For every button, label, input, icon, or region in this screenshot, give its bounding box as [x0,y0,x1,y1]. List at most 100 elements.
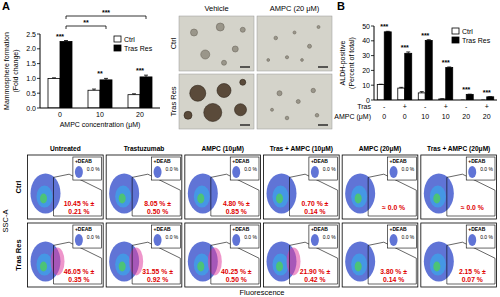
x-row-value: 0 [403,113,407,120]
flow-plot [106,223,182,287]
bar [100,80,112,108]
aldh-positive-population [129,247,143,275]
cell-population-core [430,254,446,276]
deab-inset [152,225,181,248]
mammosphere [296,100,300,104]
significance: *** [442,59,450,66]
deab-value: 0.0 % [480,234,493,240]
column-label: Trastuzumab [124,145,165,152]
gate [211,242,259,284]
aldh-positive-population [208,247,222,275]
plot-area [48,41,152,108]
bar [425,40,432,100]
cell-population [345,241,375,281]
percent-label: 0.07 % [462,276,483,283]
flow-plot [28,155,104,219]
deab-inset [73,225,102,248]
scale-bar [318,66,328,67]
y-tick-label: 50 [362,23,370,30]
percent-label: 0.35 % [68,276,89,283]
legend-swatch [452,28,459,34]
error-bar [104,78,108,79]
deab-inset [309,225,338,248]
deab-label: +DEAB [154,158,171,164]
bar [418,93,425,100]
deab-inset [466,225,495,248]
x-row-value: + [485,103,489,110]
x-row-label: AMPC (μM) [334,113,371,121]
deab-label: +DEAB [154,226,171,232]
mammosphere [232,46,238,52]
bar [466,94,473,100]
y-axis-label: (Percent of total) [348,37,356,89]
percent-label: 40.25 % ± [221,268,252,275]
x-row-value: - [424,103,427,110]
figure: AMammosphere formation(Fold change)0.00.… [0,0,500,297]
gate [54,174,102,216]
gate [290,242,338,284]
gate [54,242,102,284]
bracket-label: ** [83,19,89,26]
significance: *** [401,44,409,51]
x-row-value: 10 [421,113,429,120]
deab-inset [388,225,417,248]
row-label: Tras Res [169,86,178,116]
legend-swatch [114,36,121,42]
percent-label: ≈ 0.0 % [382,204,405,211]
deab-inset [73,157,102,180]
percent-label: 0.21 % [68,208,89,215]
flow-plot [264,223,340,287]
bar [377,85,384,100]
deab-value: 0.0 % [87,166,100,172]
percent-label: 4.80 % ± [223,200,250,207]
percent-label: 0.92 % [147,276,168,283]
micrograph [257,16,332,71]
deab-value: 0.0 % [323,234,336,240]
deab-label: +DEAB [75,226,92,232]
error-bar [144,75,148,77]
error-bar [447,66,451,68]
y-tick-label: 1.5 [26,60,36,67]
x-tick-label: 10 [96,111,104,118]
gate [447,242,495,284]
percent-label: 10.45 % ± [64,200,95,207]
cell-population-core [355,194,362,204]
significance: ** [97,70,103,77]
deab-inset [230,225,259,248]
y-tick-label: 20 [362,67,370,74]
gate [132,242,180,284]
y-axis-label: ALDH-positive [339,41,347,86]
significance: *** [380,23,388,30]
cell-population-core [355,262,362,272]
deab-population [75,166,83,178]
legend-label: Ctrl [462,28,473,35]
mammosphere [317,26,320,29]
error-bar [132,93,136,95]
deab-population [390,166,398,178]
deab-value: 0.0 % [480,166,493,172]
cell-population-core [119,194,126,204]
aldh-positive-population [287,247,301,275]
bar [398,88,405,100]
panel-label: B [337,0,345,12]
deab-population [311,234,319,246]
legend-label: Tras Res [462,37,491,44]
gate [290,174,338,216]
row-label: Tras Res [14,239,23,270]
cell-population-core [197,262,204,272]
column-label: Untreated [50,145,81,152]
percent-label: 0.70 % ± [302,200,329,207]
mammosphere [201,50,210,59]
bar [405,53,412,100]
column-label: AMPC (20μM) [359,145,402,153]
error-bar [420,92,424,93]
deab-label: +DEAB [232,226,249,232]
plot-area [377,31,493,100]
cell-population-core [197,194,204,204]
cell-population-core [194,254,210,276]
x-row-label: Tras [357,103,371,110]
percent-label: 0.14 % [304,208,325,215]
column-label: AMPC (10μM) [201,145,244,153]
deab-value: 0.0 % [244,234,257,240]
deab-value: 0.0 % [87,234,100,240]
